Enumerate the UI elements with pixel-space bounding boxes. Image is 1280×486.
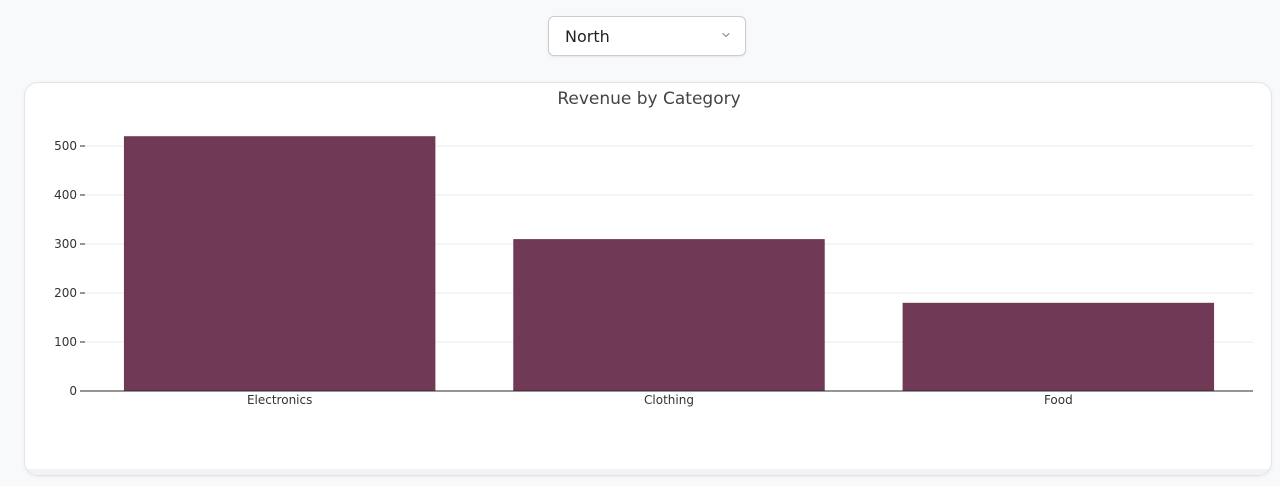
y-tick-label: 300: [54, 237, 77, 251]
bar-clothing[interactable]: [513, 239, 825, 391]
y-tick-label: 500: [54, 139, 77, 153]
chart-title: Revenue by Category: [557, 89, 740, 109]
region-select[interactable]: North: [548, 16, 746, 56]
y-tick-label: 400: [54, 188, 77, 202]
bar-food[interactable]: [902, 302, 1215, 391]
chart-card: 0 100 200 300 400 500 Electronics Clothing Food …: [24, 82, 1272, 476]
y-tick-label: 100: [54, 335, 77, 349]
x-tick-label: Electronics: [247, 393, 312, 407]
y-tick-label: 200: [54, 286, 77, 300]
y-tick-label: 0: [69, 384, 77, 398]
region-select-value: North: [565, 27, 610, 46]
x-tick-label: Clothing: [644, 393, 694, 407]
chevron-down-icon: [722, 32, 730, 38]
card-footer-strip: [25, 469, 1271, 475]
bar-electronics[interactable]: [123, 136, 436, 391]
x-tick-label: Food: [1044, 393, 1073, 407]
